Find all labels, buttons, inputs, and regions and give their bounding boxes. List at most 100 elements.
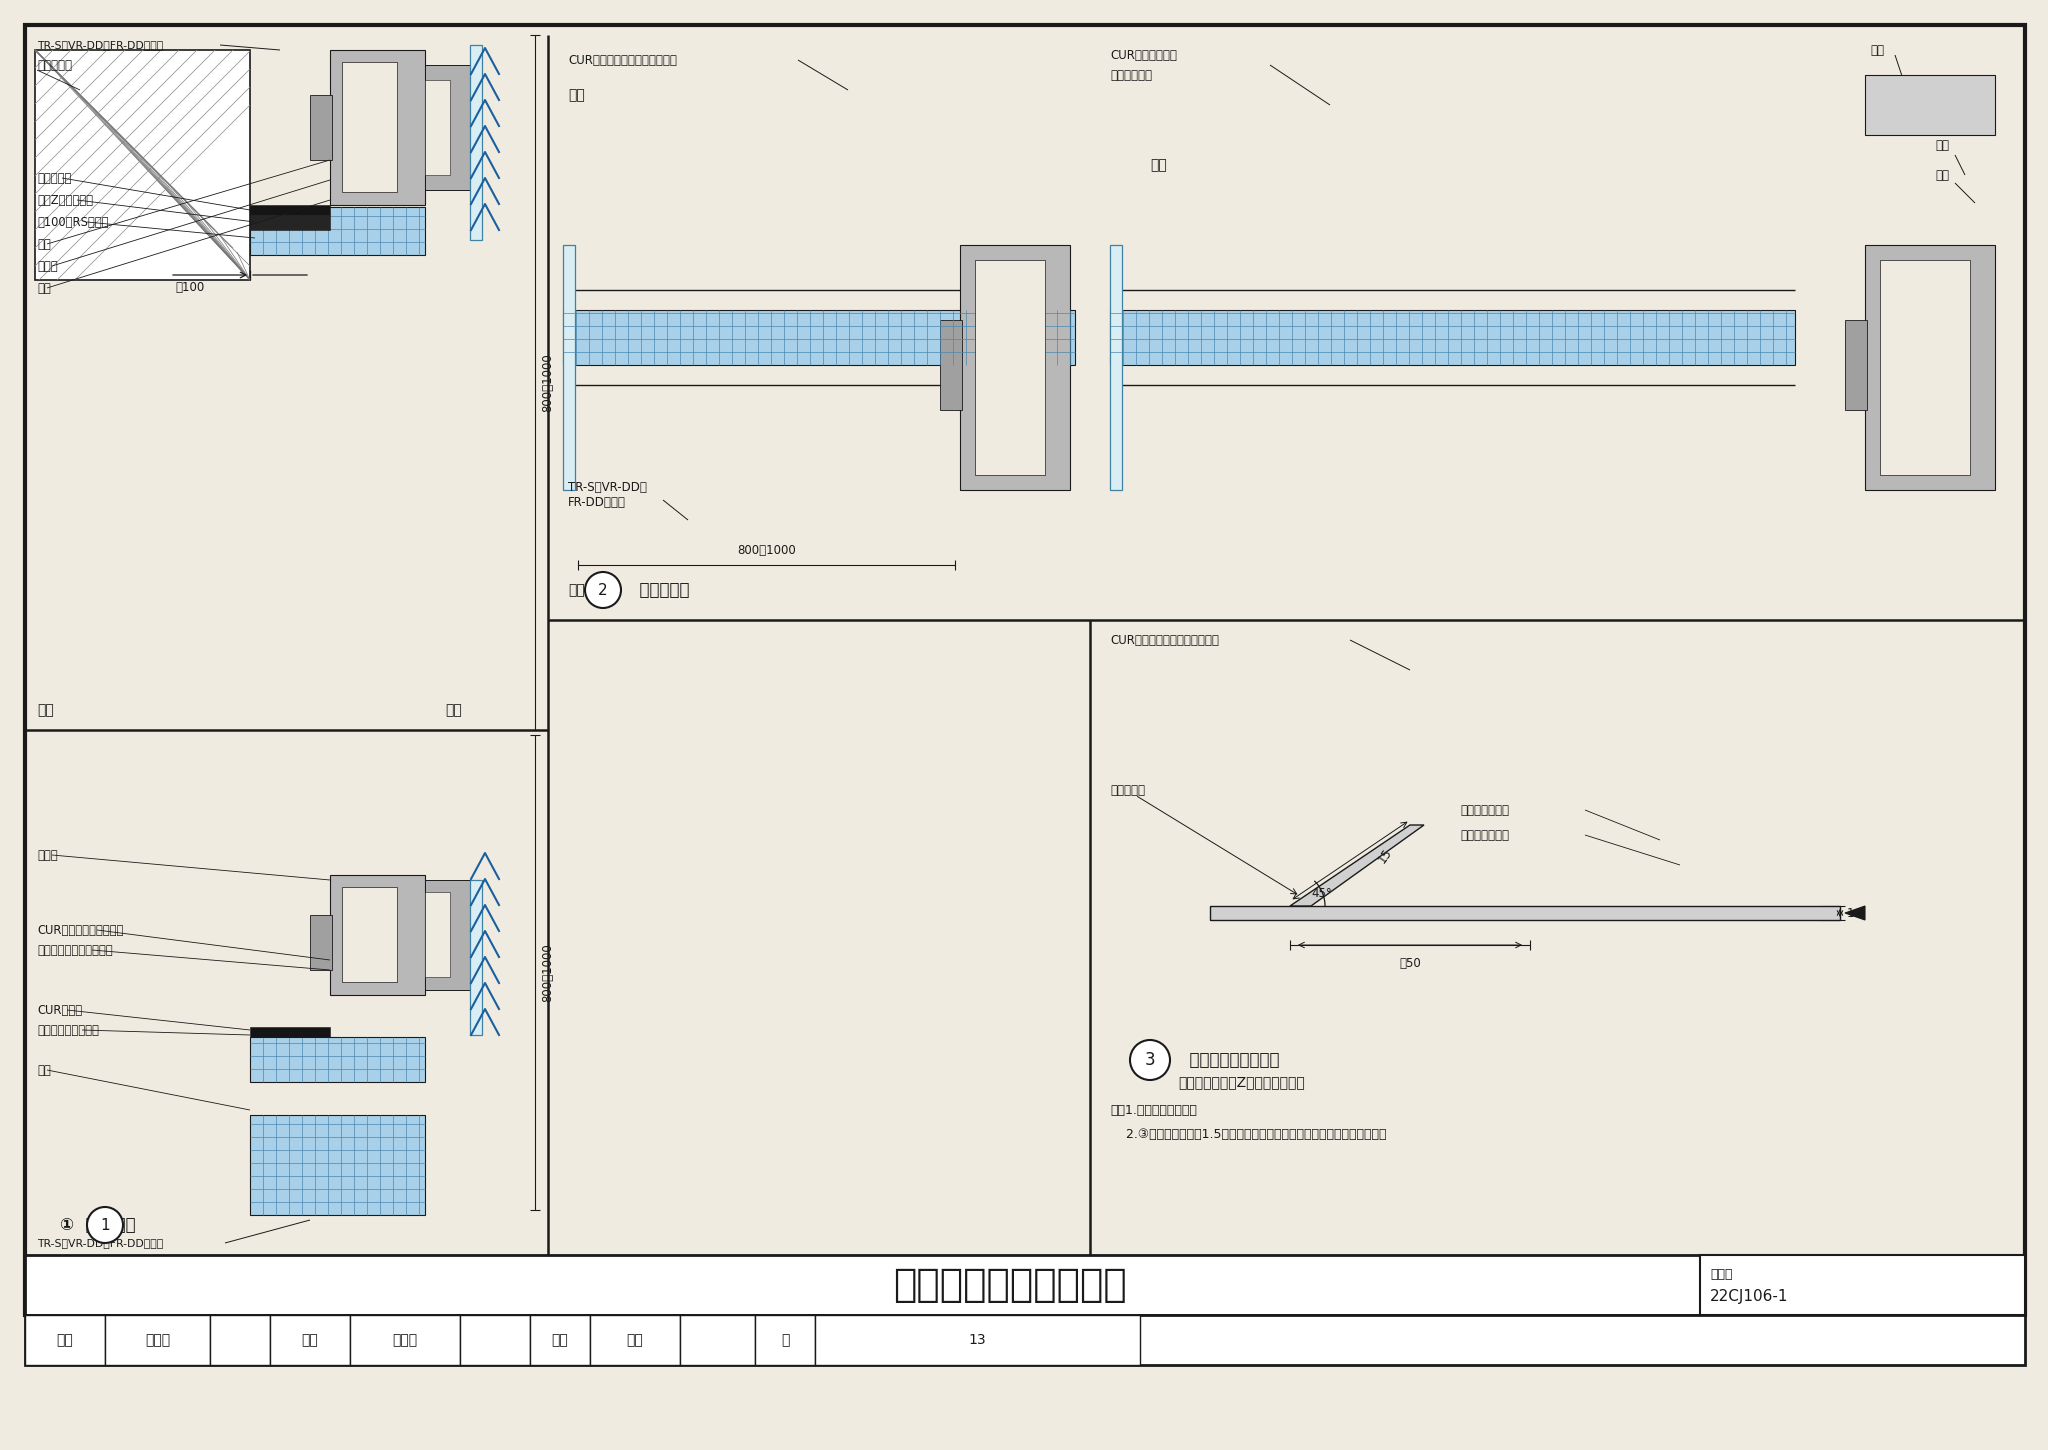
Text: 张强: 张强: [627, 1333, 643, 1347]
Bar: [211, 1315, 270, 1364]
Bar: [330, 874, 426, 995]
Text: 室外: 室外: [567, 583, 586, 597]
Text: （当采用非专用Z型钢承托件时）: （当采用非专用Z型钢承托件时）: [1178, 1074, 1305, 1089]
Text: CUR黑棉板（厚度见工程设计）: CUR黑棉板（厚度见工程设计）: [1110, 634, 1219, 647]
Bar: [530, 1315, 590, 1364]
Bar: [563, 245, 575, 490]
Text: 1.5: 1.5: [1847, 906, 1866, 919]
Text: CUR黑棉板固定于背板上: CUR黑棉板固定于背板上: [37, 924, 123, 937]
Bar: [426, 65, 469, 190]
Bar: [25, 25, 2025, 1315]
Text: 背板: 背板: [1870, 44, 1884, 57]
Text: 沈立文: 沈立文: [145, 1333, 170, 1347]
Text: 2.③节点为当选用＞1.5厚镀锌钢板作为承托板，且需搭接时的构造做法。: 2.③节点为当选用＞1.5厚镀锌钢板作为承托板，且需搭接时的构造做法。: [1110, 1128, 1386, 1141]
Bar: [1210, 906, 1839, 919]
Bar: [309, 96, 332, 160]
Bar: [250, 1115, 426, 1215]
Bar: [25, 1315, 104, 1364]
Text: 室内: 室内: [1151, 158, 1167, 173]
Text: 镀锌钢板钢承板: 镀锌钢板钢承板: [1460, 803, 1509, 816]
Text: 专用Z型钢承托件: 专用Z型钢承托件: [37, 193, 92, 206]
Bar: [1845, 320, 1868, 410]
Bar: [250, 1037, 426, 1082]
Text: CUR黑棉板: CUR黑棉板: [37, 1003, 82, 1016]
Text: 窗框: 窗框: [1935, 168, 1950, 181]
Bar: [250, 204, 330, 215]
Bar: [25, 1315, 2025, 1364]
Bar: [342, 887, 397, 982]
Text: TR-S、VR-DD、FR-DD岩棉板: TR-S、VR-DD、FR-DD岩棉板: [37, 41, 164, 49]
Text: 防火密封胶: 防火密封胶: [1110, 783, 1145, 796]
Bar: [1110, 310, 1794, 365]
Bar: [104, 1315, 211, 1364]
Bar: [975, 260, 1044, 476]
Text: 22CJ106-1: 22CJ106-1: [1710, 1289, 1788, 1305]
Text: 2: 2: [598, 583, 608, 597]
Circle shape: [586, 571, 621, 608]
Bar: [426, 80, 451, 175]
Bar: [250, 1027, 330, 1037]
Bar: [330, 49, 426, 204]
Bar: [309, 915, 332, 970]
Text: ＞100厚RS黑棉板: ＞100厚RS黑棉板: [37, 216, 109, 229]
Text: 室内: 室内: [37, 703, 53, 716]
Text: 镀锌钢板钢承板搭接: 镀锌钢板钢承板搭接: [1178, 1051, 1280, 1069]
Text: 45°: 45°: [1311, 887, 1331, 900]
Bar: [1866, 75, 1995, 135]
Text: 1: 1: [100, 1218, 111, 1232]
Bar: [270, 1315, 350, 1364]
Bar: [25, 1256, 2025, 1315]
Text: 横梁: 横梁: [37, 238, 51, 251]
Text: 15: 15: [1374, 845, 1395, 866]
Bar: [563, 310, 1075, 365]
Text: 13: 13: [969, 1333, 987, 1347]
Bar: [250, 207, 426, 255]
Bar: [1110, 245, 1122, 490]
Bar: [426, 880, 469, 990]
Text: CUR黑棉板（厚度见工程设计）: CUR黑棉板（厚度见工程设计）: [567, 54, 678, 67]
Text: 页: 页: [780, 1333, 788, 1347]
Bar: [35, 49, 250, 280]
Bar: [961, 245, 1069, 490]
Text: 不燃实体墙: 不燃实体墙: [37, 58, 72, 71]
Text: 设计: 设计: [551, 1333, 569, 1347]
Text: ＞100: ＞100: [176, 280, 205, 293]
Bar: [590, 1315, 680, 1364]
Polygon shape: [1290, 825, 1423, 906]
Text: TR-S、VR-DD、
FR-DD岩棉板: TR-S、VR-DD、 FR-DD岩棉板: [567, 481, 647, 509]
Text: 审核: 审核: [57, 1333, 74, 1347]
Circle shape: [1130, 1040, 1169, 1080]
Bar: [680, 1315, 756, 1364]
Bar: [815, 1315, 1141, 1364]
Text: 背板固定于幕墙支撑构件: 背板固定于幕墙支撑构件: [37, 944, 113, 957]
Text: CUR黑棉板（厚度: CUR黑棉板（厚度: [1110, 48, 1178, 61]
Text: 镀锌钢板钢承板: 镀锌钢板钢承板: [1460, 828, 1509, 841]
Text: 3: 3: [1145, 1051, 1155, 1069]
Text: 800～1000: 800～1000: [541, 354, 555, 412]
Text: 窗下框: 窗下框: [37, 848, 57, 861]
Text: 校对: 校对: [301, 1333, 317, 1347]
Text: 背板: 背板: [37, 1063, 51, 1076]
Bar: [461, 1315, 530, 1364]
Bar: [350, 1315, 461, 1364]
Bar: [756, 1315, 815, 1364]
Text: 窗扇: 窗扇: [1935, 139, 1950, 151]
Bar: [1880, 260, 1970, 476]
Bar: [469, 45, 481, 241]
Polygon shape: [1845, 906, 1866, 919]
Text: 见工程设计）: 见工程设计）: [1110, 68, 1151, 81]
Text: 窗上框: 窗上框: [37, 260, 57, 273]
Text: 注：1.幕墙构造为示意。: 注：1.幕墙构造为示意。: [1110, 1103, 1196, 1116]
Text: 800～1000: 800～1000: [737, 544, 797, 557]
Text: 玻璃幕墙窗口防火封堵: 玻璃幕墙窗口防火封堵: [893, 1266, 1126, 1304]
Text: （厚度见工程设计）: （厚度见工程设计）: [37, 1024, 98, 1037]
Text: 吕大鹏: 吕大鹏: [393, 1333, 418, 1347]
Text: 防火密封漆: 防火密封漆: [37, 171, 72, 184]
Circle shape: [86, 1206, 123, 1243]
Bar: [1700, 1256, 2025, 1315]
Bar: [250, 215, 330, 231]
Text: 室内: 室内: [567, 88, 586, 102]
Bar: [1866, 245, 1995, 490]
Text: 窗扇: 窗扇: [37, 281, 51, 294]
Text: 图集号: 图集号: [1710, 1267, 1733, 1280]
